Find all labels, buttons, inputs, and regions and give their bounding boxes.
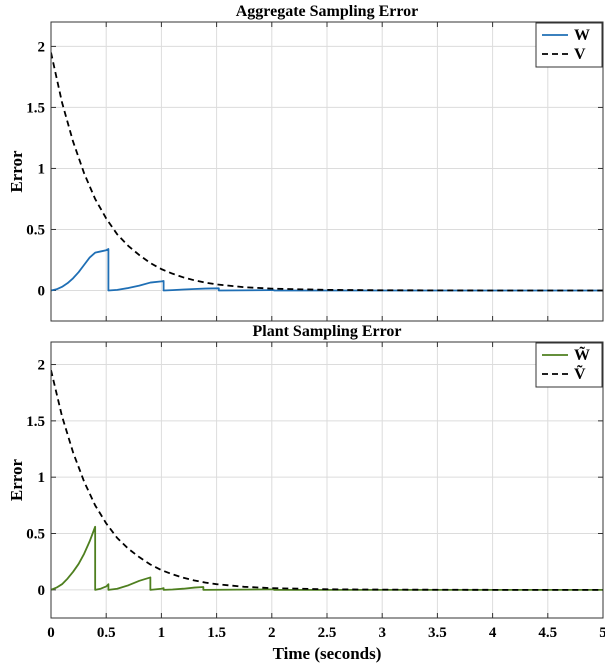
- y-axis-label: Error: [7, 150, 26, 193]
- x-tick-label: 1: [158, 625, 166, 641]
- axes-frame: [50, 341, 604, 619]
- x-tick-label: 3.5: [428, 625, 447, 641]
- y-tick-label: 1: [38, 161, 46, 177]
- x-tick-label: 5: [599, 625, 605, 641]
- y-tick-label: 0: [38, 583, 46, 599]
- series-line-2: [51, 369, 603, 591]
- chart-2: 0 0.5 1 1.5 2 0 0.5 1 1.5 2 2.5 3 3.5 4 4.5 5 Plant Samp…: [7, 323, 605, 663]
- y-tick-label: 0: [38, 283, 46, 299]
- legend-label-2: V: [574, 46, 586, 63]
- y-axis-label: Error: [7, 458, 26, 501]
- chart-title: Plant Sampling Error: [252, 323, 401, 340]
- y-tick-label: 2: [38, 39, 46, 55]
- x-tick-label: 4: [489, 625, 497, 641]
- x-tick-label: 4.5: [538, 625, 557, 641]
- legend-box: [535, 22, 603, 68]
- legend: W̃Ṽ: [535, 342, 603, 388]
- legend: WV: [535, 22, 603, 68]
- chart-title: Aggregate Sampling Error: [236, 3, 419, 20]
- chart-1: 0 0.5 1 1.5 2 Aggregate Sampling Error Error WV: [7, 3, 604, 322]
- y-tick-label: 2: [38, 358, 46, 374]
- series-line-1: [51, 248, 603, 292]
- y-tick-label: 0.5: [26, 527, 45, 543]
- x-tick-label: 1.5: [207, 625, 226, 641]
- y-tick-label: 1.5: [26, 414, 45, 430]
- x-tick-label: 3: [378, 625, 386, 641]
- x-axis-label: Time (seconds): [273, 644, 382, 663]
- legend-label-1: W̃: [574, 345, 590, 365]
- legend-label-2: Ṽ: [574, 363, 586, 383]
- series-line-1: [51, 525, 603, 591]
- x-tick-label: 2.5: [318, 625, 337, 641]
- y-tick-label: 1.5: [26, 100, 45, 116]
- y-tick-label: 0.5: [26, 222, 45, 238]
- legend-box: [535, 342, 603, 388]
- y-tick-label: 1: [38, 470, 46, 486]
- legend-label-1: W: [574, 27, 590, 44]
- x-tick-label: 0.5: [97, 625, 116, 641]
- axes-frame: [50, 21, 604, 322]
- series-line-2: [51, 52, 603, 292]
- x-tick-label: 0: [47, 625, 55, 641]
- x-tick-label: 2: [268, 625, 276, 641]
